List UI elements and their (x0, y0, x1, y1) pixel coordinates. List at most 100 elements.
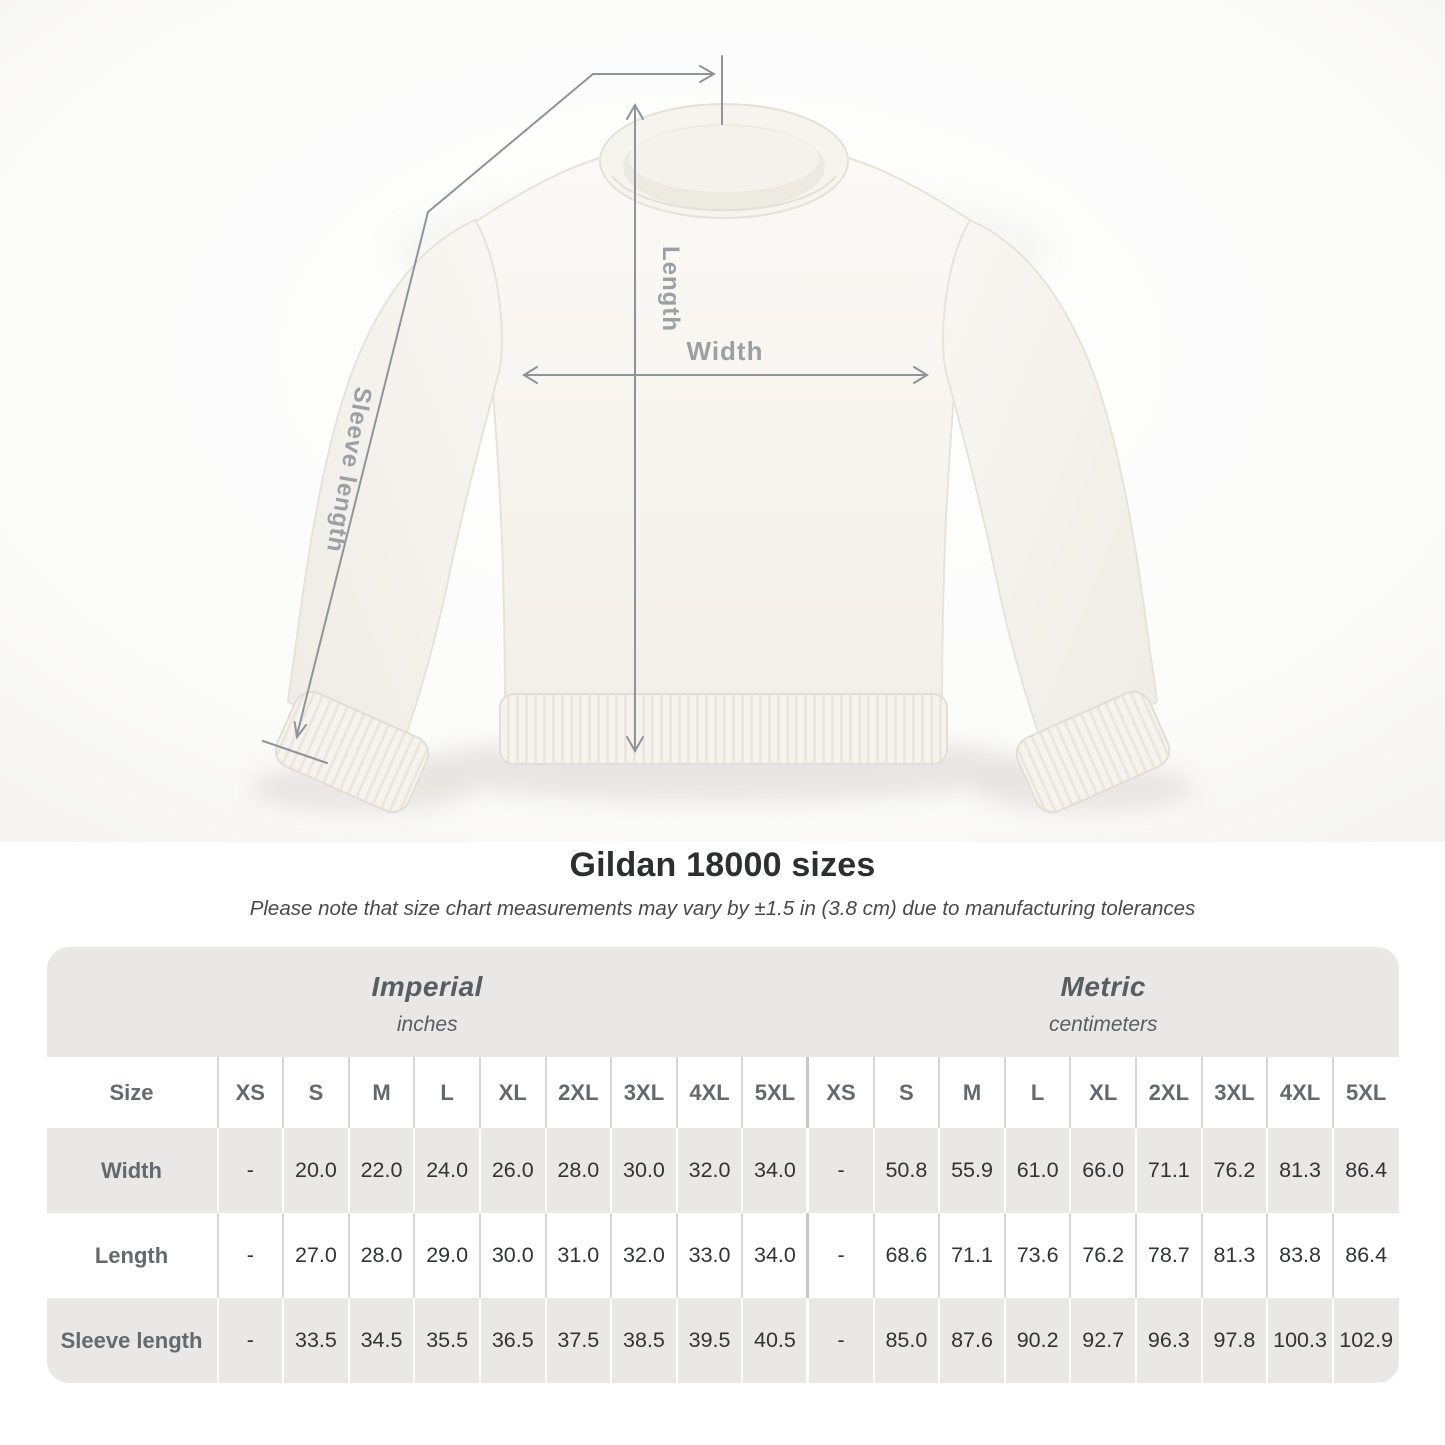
size-table: Imperial inches Metric centimeters Size … (46, 947, 1399, 1383)
value-cell: 76.2 (1200, 1128, 1268, 1213)
size-col-header-imperial-l: L (413, 1057, 480, 1128)
size-table-card: Imperial inches Metric centimeters Size … (46, 947, 1399, 1383)
size-col-header-metric-2xl: 2XL (1135, 1057, 1202, 1128)
size-col-header-metric-l: L (1003, 1057, 1071, 1128)
value-cell: - (806, 1298, 874, 1383)
length-label: Length (657, 246, 684, 332)
size-col-header-imperial-m: M (347, 1057, 415, 1128)
size-col-header-metric-5xl: 5XL (1331, 1057, 1399, 1128)
row-label: Width (46, 1128, 218, 1213)
value-cell: 34.5 (347, 1298, 415, 1383)
value-cell: 76.2 (1069, 1213, 1137, 1298)
size-col-header-imperial-4xl: 4XL (675, 1057, 743, 1128)
value-cell: 81.3 (1200, 1213, 1268, 1298)
size-col-header-imperial-s: S (282, 1057, 349, 1128)
measurement-row-length: Length -27.0 28.0 29.0 30.0 31.0 32.0 33.0 34.0-… (46, 1213, 1399, 1298)
value-cell: 28.0 (544, 1128, 612, 1213)
size-col-header-metric-m: M (938, 1057, 1005, 1128)
value-cell: 28.0 (347, 1213, 415, 1298)
size-col-header-imperial-xl: XL (478, 1057, 546, 1128)
waistband (499, 693, 948, 765)
length-arrow-bottom (626, 736, 644, 754)
value-cell: - (216, 1213, 284, 1298)
value-cell: 90.2 (1003, 1298, 1071, 1383)
size-col-header-imperial-xs: XS (216, 1057, 284, 1128)
value-cell: 102.9 (1331, 1298, 1399, 1383)
value-cell: 32.0 (610, 1213, 677, 1298)
metric-unit: centimeters (1048, 1013, 1158, 1036)
value-cell: 27.0 (282, 1213, 349, 1298)
value-cell: 73.6 (1003, 1213, 1071, 1298)
value-cell: 97.8 (1200, 1298, 1268, 1383)
value-cell: - (216, 1298, 284, 1383)
value-cell: 30.0 (610, 1128, 677, 1213)
value-cell: 34.0 (741, 1213, 808, 1298)
value-cell: 30.0 (478, 1213, 546, 1298)
value-cell: 92.7 (1069, 1298, 1137, 1383)
row-label: Length (46, 1213, 218, 1298)
sweatshirt (274, 103, 1171, 814)
value-cell: 26.0 (478, 1128, 546, 1213)
value-cell: 38.5 (610, 1298, 677, 1383)
sleeve-end-tick (262, 740, 328, 764)
value-cell: 20.0 (282, 1128, 349, 1213)
sleeve-length-line (296, 73, 594, 736)
right-cuff (1015, 690, 1171, 814)
size-col-header-metric-s: S (872, 1057, 940, 1128)
value-cell: 96.3 (1135, 1298, 1202, 1383)
width-label: Width (687, 336, 764, 366)
value-cell: 33.0 (675, 1213, 743, 1298)
row-label: Sleeve length (46, 1298, 218, 1383)
value-cell: 31.0 (544, 1213, 612, 1298)
value-cell: 22.0 (347, 1128, 415, 1213)
value-cell: 81.3 (1266, 1128, 1333, 1213)
imperial-section-header: Imperial inches (46, 947, 808, 1057)
value-cell: 33.5 (282, 1298, 349, 1383)
size-col-header-metric-xl: XL (1069, 1057, 1137, 1128)
value-cell: 85.0 (872, 1298, 940, 1383)
tolerance-note: Please note that size chart measurements… (249, 897, 1196, 920)
product-photo: Width Length Sleeve length (0, 0, 1445, 842)
sweatshirt-torso (474, 152, 974, 706)
size-col-header-metric-4xl: 4XL (1266, 1057, 1333, 1128)
imperial-title: Imperial (371, 971, 483, 1002)
size-col-header-metric-3xl: 3XL (1200, 1057, 1268, 1128)
width-arrow-right (913, 366, 929, 384)
value-cell: - (216, 1128, 284, 1213)
value-cell: 36.5 (478, 1298, 546, 1383)
measurement-row-width: Width -20.0 22.0 24.0 26.0 28.0 30.0 32.0 34.0-5… (46, 1128, 1399, 1213)
value-cell: 55.9 (938, 1128, 1005, 1213)
length-arrow-top (626, 102, 644, 120)
size-col-header-metric-xs: XS (806, 1057, 874, 1128)
measurement-lines (262, 55, 929, 764)
metric-title: Metric (1060, 971, 1146, 1002)
value-cell: 32.0 (675, 1128, 743, 1213)
size-corner-label: Size (46, 1057, 218, 1128)
left-cuff (274, 690, 430, 814)
unit-band-row: Imperial inches Metric centimeters (46, 947, 1399, 1057)
value-cell: 24.0 (413, 1128, 480, 1213)
size-col-header-imperial-5xl: 5XL (741, 1057, 808, 1128)
value-cell: 86.4 (1331, 1128, 1399, 1213)
page-title: Gildan 18000 sizes (569, 846, 876, 884)
measurement-row-sleeve-length: Sleeve length -33.5 34.5 35.5 36.5 37.5 38.5 39… (46, 1298, 1399, 1383)
collar (599, 103, 849, 219)
value-cell: - (806, 1128, 874, 1213)
value-cell: 83.8 (1266, 1213, 1333, 1298)
metric-section-header: Metric centimeters (807, 947, 1399, 1057)
sweatshirt-measurement-diagram: Width Length Sleeve length (0, 0, 1445, 842)
value-cell: 61.0 (1003, 1128, 1071, 1213)
size-col-header-imperial-3xl: 3XL (610, 1057, 677, 1128)
value-cell: 50.8 (872, 1128, 940, 1213)
size-header-row: Size XS S M L XL 2XL 3XL 4XL 5XL XS S M L XL 2XL 3XL 4XL… (46, 1057, 1399, 1128)
value-cell: 86.4 (1331, 1213, 1399, 1298)
value-cell: 66.0 (1069, 1128, 1137, 1213)
value-cell: 78.7 (1135, 1213, 1202, 1298)
value-cell: 37.5 (544, 1298, 612, 1383)
value-cell: 87.6 (938, 1298, 1005, 1383)
size-col-header-imperial-2xl: 2XL (544, 1057, 612, 1128)
value-cell: 100.3 (1266, 1298, 1333, 1383)
value-cell: 71.1 (938, 1213, 1005, 1298)
value-cell: 71.1 (1135, 1128, 1202, 1213)
value-cell: 29.0 (413, 1213, 480, 1298)
